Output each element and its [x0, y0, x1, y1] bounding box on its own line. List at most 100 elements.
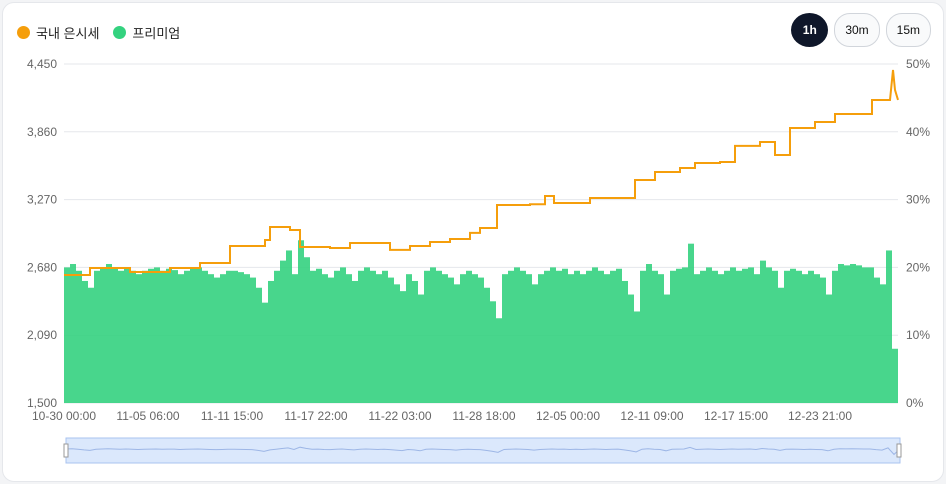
premium-bar: [622, 280, 628, 403]
premium-bar: [694, 274, 700, 403]
premium-bar: [538, 274, 544, 403]
premium-bar: [400, 291, 406, 403]
y-right-tick-label: 30%: [906, 193, 930, 207]
premium-bar: [64, 267, 70, 403]
premium-bar: [262, 302, 268, 403]
interval-1h-button[interactable]: 1h: [791, 13, 829, 47]
premium-bar: [214, 277, 220, 403]
premium-bar: [772, 270, 778, 403]
premium-bar: [382, 270, 388, 403]
premium-bar: [742, 268, 748, 403]
interval-selector: 1h 30m 15m: [791, 13, 931, 47]
premium-bar: [286, 250, 292, 403]
x-tick-label: 11-17 22:00: [284, 409, 347, 423]
legend-dot-icon: [17, 26, 30, 39]
premium-bar: [892, 348, 898, 403]
premium-bar: [856, 265, 862, 403]
premium-bar: [376, 274, 382, 403]
premium-bar: [412, 280, 418, 403]
x-tick-label: 11-28 18:00: [452, 409, 515, 423]
premium-bar: [496, 318, 502, 403]
premium-bar: [790, 268, 796, 403]
premium-bar: [826, 294, 832, 403]
premium-bar: [340, 267, 346, 403]
premium-bar: [460, 274, 466, 403]
premium-bar: [334, 270, 340, 403]
premium-bar: [658, 274, 664, 403]
premium-bar: [514, 267, 520, 403]
premium-bar: [628, 294, 634, 403]
premium-bar: [778, 287, 784, 403]
premium-bar: [256, 287, 262, 403]
premium-bar: [706, 267, 712, 403]
y-right-tick-label: 10%: [906, 328, 930, 342]
premium-bar: [820, 277, 826, 403]
premium-bar: [448, 277, 454, 403]
premium-bar: [184, 270, 190, 403]
premium-bar: [718, 274, 724, 403]
x-tick-label: 12-11 09:00: [620, 409, 683, 423]
premium-bar: [868, 267, 874, 403]
premium-bar: [430, 267, 436, 403]
premium-bar: [580, 274, 586, 403]
premium-bar: [550, 267, 556, 403]
slider-handle-right[interactable]: [896, 443, 902, 458]
slider-handle-left[interactable]: [63, 443, 69, 458]
premium-bar: [478, 277, 484, 403]
premium-bar: [604, 274, 610, 403]
premium-bar: [520, 270, 526, 403]
premium-bar: [160, 270, 166, 403]
legend-item-price[interactable]: 국내 은시세: [17, 23, 99, 42]
premium-bar: [760, 260, 766, 403]
premium-bar: [586, 270, 592, 403]
premium-bar: [172, 270, 178, 403]
y-right-tick-label: 50%: [906, 57, 930, 71]
premium-bar: [100, 267, 106, 403]
premium-bar: [640, 270, 646, 403]
y-left-tick-label: 2,680: [27, 260, 57, 274]
legend-label: 프리미엄: [132, 26, 181, 41]
premium-bar: [304, 257, 310, 403]
premium-bar: [568, 274, 574, 403]
premium-bar: [874, 277, 880, 403]
x-tick-label: 11-05 06:00: [116, 409, 179, 423]
premium-bar: [556, 270, 562, 403]
premium-bar: [226, 270, 232, 403]
y-left-tick-label: 2,090: [27, 328, 57, 342]
premium-bar: [532, 284, 538, 403]
interval-30m-button[interactable]: 30m: [834, 13, 880, 47]
legend-label: 국내 은시세: [36, 26, 100, 41]
premium-bar: [484, 287, 490, 403]
x-tick-label: 11-22 03:00: [368, 409, 431, 423]
premium-bar: [112, 267, 118, 403]
premium-bar: [232, 270, 238, 403]
premium-bar: [766, 267, 772, 403]
premium-bar: [616, 268, 622, 403]
premium-bar: [76, 270, 82, 403]
premium-bar: [238, 272, 244, 403]
premium-bar: [652, 270, 658, 403]
premium-bar: [274, 270, 280, 403]
premium-bar: [250, 277, 256, 403]
premium-bar: [94, 270, 100, 403]
x-tick-label: 12-17 15:00: [704, 409, 768, 423]
premium-bar: [454, 284, 460, 403]
premium-bar: [292, 274, 298, 403]
premium-bar: [508, 270, 514, 403]
premium-bar: [682, 267, 688, 403]
premium-bar: [880, 284, 886, 403]
premium-bar: [442, 274, 448, 403]
legend: 국내 은시세 프리미엄: [17, 23, 180, 42]
legend-item-premium[interactable]: 프리미엄: [113, 23, 180, 42]
premium-bar: [370, 270, 376, 403]
premium-bar: [70, 264, 76, 403]
premium-bar: [808, 270, 814, 403]
premium-bar: [88, 287, 94, 403]
premium-bar: [298, 240, 304, 403]
y-right-tick-label: 0%: [906, 396, 924, 410]
premium-bar: [490, 301, 496, 403]
x-tick-label: 11-11 15:00: [201, 409, 264, 423]
interval-15m-button[interactable]: 15m: [885, 13, 931, 47]
premium-bar: [208, 274, 214, 403]
premium-bar: [886, 250, 892, 403]
